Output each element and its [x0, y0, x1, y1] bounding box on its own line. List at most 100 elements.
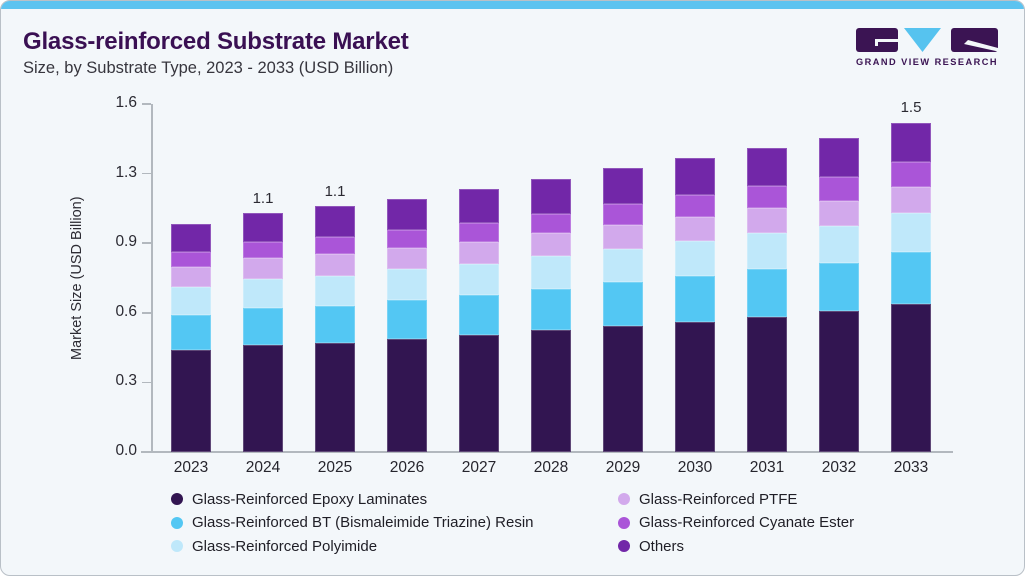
bar-segment[interactable] — [819, 176, 859, 201]
legend-label: Glass-Reinforced Epoxy Laminates — [192, 490, 428, 508]
bar-segment[interactable] — [315, 206, 355, 237]
bar-segment[interactable] — [747, 147, 787, 186]
bar-segment[interactable] — [459, 242, 499, 264]
bar-segment[interactable] — [315, 275, 355, 307]
bar-segment[interactable] — [891, 251, 931, 305]
bar-segment[interactable] — [891, 186, 931, 213]
bar-segment[interactable] — [171, 349, 211, 452]
bar-segment[interactable] — [171, 314, 211, 350]
legend-swatch-icon — [618, 493, 630, 505]
x-tick-label: 2033 — [893, 459, 929, 476]
bar-segment[interactable] — [315, 306, 355, 344]
bar-segment[interactable] — [243, 345, 283, 452]
y-tick — [142, 242, 151, 244]
legend-column-left: Glass-Reinforced Epoxy Laminates Glass-Re… — [171, 490, 534, 561]
y-tick-label: 0.0 — [115, 442, 137, 459]
legend-item[interactable]: Glass-Reinforced BT (Bismaleimide Triazi… — [171, 514, 534, 532]
bar-segment[interactable] — [603, 282, 643, 326]
bar-segment[interactable] — [819, 310, 859, 452]
bar-segment[interactable] — [531, 233, 571, 257]
bar-segment[interactable] — [603, 325, 643, 452]
bar-2033[interactable] — [891, 122, 931, 452]
bar-segment[interactable] — [819, 137, 859, 177]
bar-segment[interactable] — [891, 122, 931, 162]
bar-segment[interactable] — [171, 286, 211, 315]
bar-segment[interactable] — [243, 242, 283, 259]
bar-segment[interactable] — [315, 236, 355, 255]
bar-segment[interactable] — [747, 208, 787, 234]
bar-segment[interactable] — [675, 241, 715, 276]
bar-2025[interactable] — [315, 206, 355, 452]
bar-2023[interactable] — [171, 223, 211, 452]
legend-item[interactable]: Others — [618, 537, 854, 555]
bar-segment[interactable] — [819, 200, 859, 226]
bar-2032[interactable] — [819, 137, 859, 452]
bar-2026[interactable] — [387, 198, 427, 452]
bar-2027[interactable] — [459, 188, 499, 452]
bar-segment[interactable] — [171, 223, 211, 252]
bar-2028[interactable] — [531, 179, 571, 452]
bar-segment[interactable] — [675, 275, 715, 322]
legend-item[interactable]: Glass-Reinforced Epoxy Laminates — [171, 490, 534, 508]
bar-segment[interactable] — [747, 185, 787, 209]
bar-segment[interactable] — [531, 179, 571, 214]
legend-label: Glass-Reinforced BT (Bismaleimide Triazi… — [192, 514, 534, 531]
bar-segment[interactable] — [675, 158, 715, 196]
bar-segment[interactable] — [387, 299, 427, 339]
bar-segment[interactable] — [531, 213, 571, 234]
x-tick-label: 2025 — [317, 459, 353, 476]
bar-segment[interactable] — [243, 279, 283, 309]
bar-segment[interactable] — [747, 233, 787, 270]
bar-segment[interactable] — [675, 195, 715, 218]
y-tick-label: 1.3 — [115, 163, 137, 181]
bar-segment[interactable] — [747, 269, 787, 318]
bar-segment[interactable] — [243, 212, 283, 243]
bar-segment[interactable] — [675, 217, 715, 242]
bar-segment[interactable] — [387, 230, 427, 248]
y-tick-label: 0.3 — [115, 372, 137, 390]
bar-2024[interactable] — [243, 212, 283, 452]
x-tick-label: 2027 — [461, 459, 497, 476]
bar-segment[interactable] — [243, 308, 283, 346]
legend-item[interactable]: Glass-Reinforced PTFE — [618, 490, 854, 508]
bar-segment[interactable] — [891, 212, 931, 252]
bar-segment[interactable] — [819, 225, 859, 263]
bar-segment[interactable] — [459, 188, 499, 223]
bar-segment[interactable] — [387, 198, 427, 231]
bar-segment[interactable] — [891, 161, 931, 187]
legend-item[interactable]: Glass-Reinforced Cyanate Ester — [618, 514, 854, 532]
bar-segment[interactable] — [459, 295, 499, 335]
bar-segment[interactable] — [387, 247, 427, 270]
bar-segment[interactable] — [603, 248, 643, 283]
bar-segment[interactable] — [387, 269, 427, 300]
bar-2030[interactable] — [675, 158, 715, 452]
y-axis-title: Market Size (USD Billion) — [69, 196, 85, 360]
bar-segment[interactable] — [315, 254, 355, 276]
bar-total-label: 1.5 — [900, 99, 922, 117]
bar-2029[interactable] — [603, 168, 643, 452]
bar-segment[interactable] — [747, 317, 787, 452]
legend-label: Glass-Reinforced Polyimide — [192, 537, 378, 555]
bar-segment[interactable] — [171, 251, 211, 268]
bar-segment[interactable] — [603, 224, 643, 249]
bar-segment[interactable] — [819, 262, 859, 311]
bar-segment[interactable] — [243, 258, 283, 280]
bar-segment[interactable] — [531, 256, 571, 289]
bar-segment[interactable] — [675, 321, 715, 452]
bar-2031[interactable] — [747, 147, 787, 452]
bar-segment[interactable] — [459, 222, 499, 243]
bar-segment[interactable] — [171, 267, 211, 287]
bar-segment[interactable] — [603, 168, 643, 205]
bar-segment[interactable] — [387, 338, 427, 452]
bar-segment[interactable] — [531, 330, 571, 452]
bar-segment[interactable] — [603, 204, 643, 225]
y-tick-label: 1.6 — [115, 94, 137, 111]
bar-segment[interactable] — [315, 343, 355, 452]
bar-segment[interactable] — [531, 288, 571, 331]
bar-segment[interactable] — [459, 334, 499, 452]
legend-item[interactable]: Glass-Reinforced Polyimide — [171, 537, 534, 555]
bar-segment[interactable] — [891, 304, 931, 452]
y-tick — [142, 103, 151, 105]
bar-segment[interactable] — [459, 263, 499, 296]
